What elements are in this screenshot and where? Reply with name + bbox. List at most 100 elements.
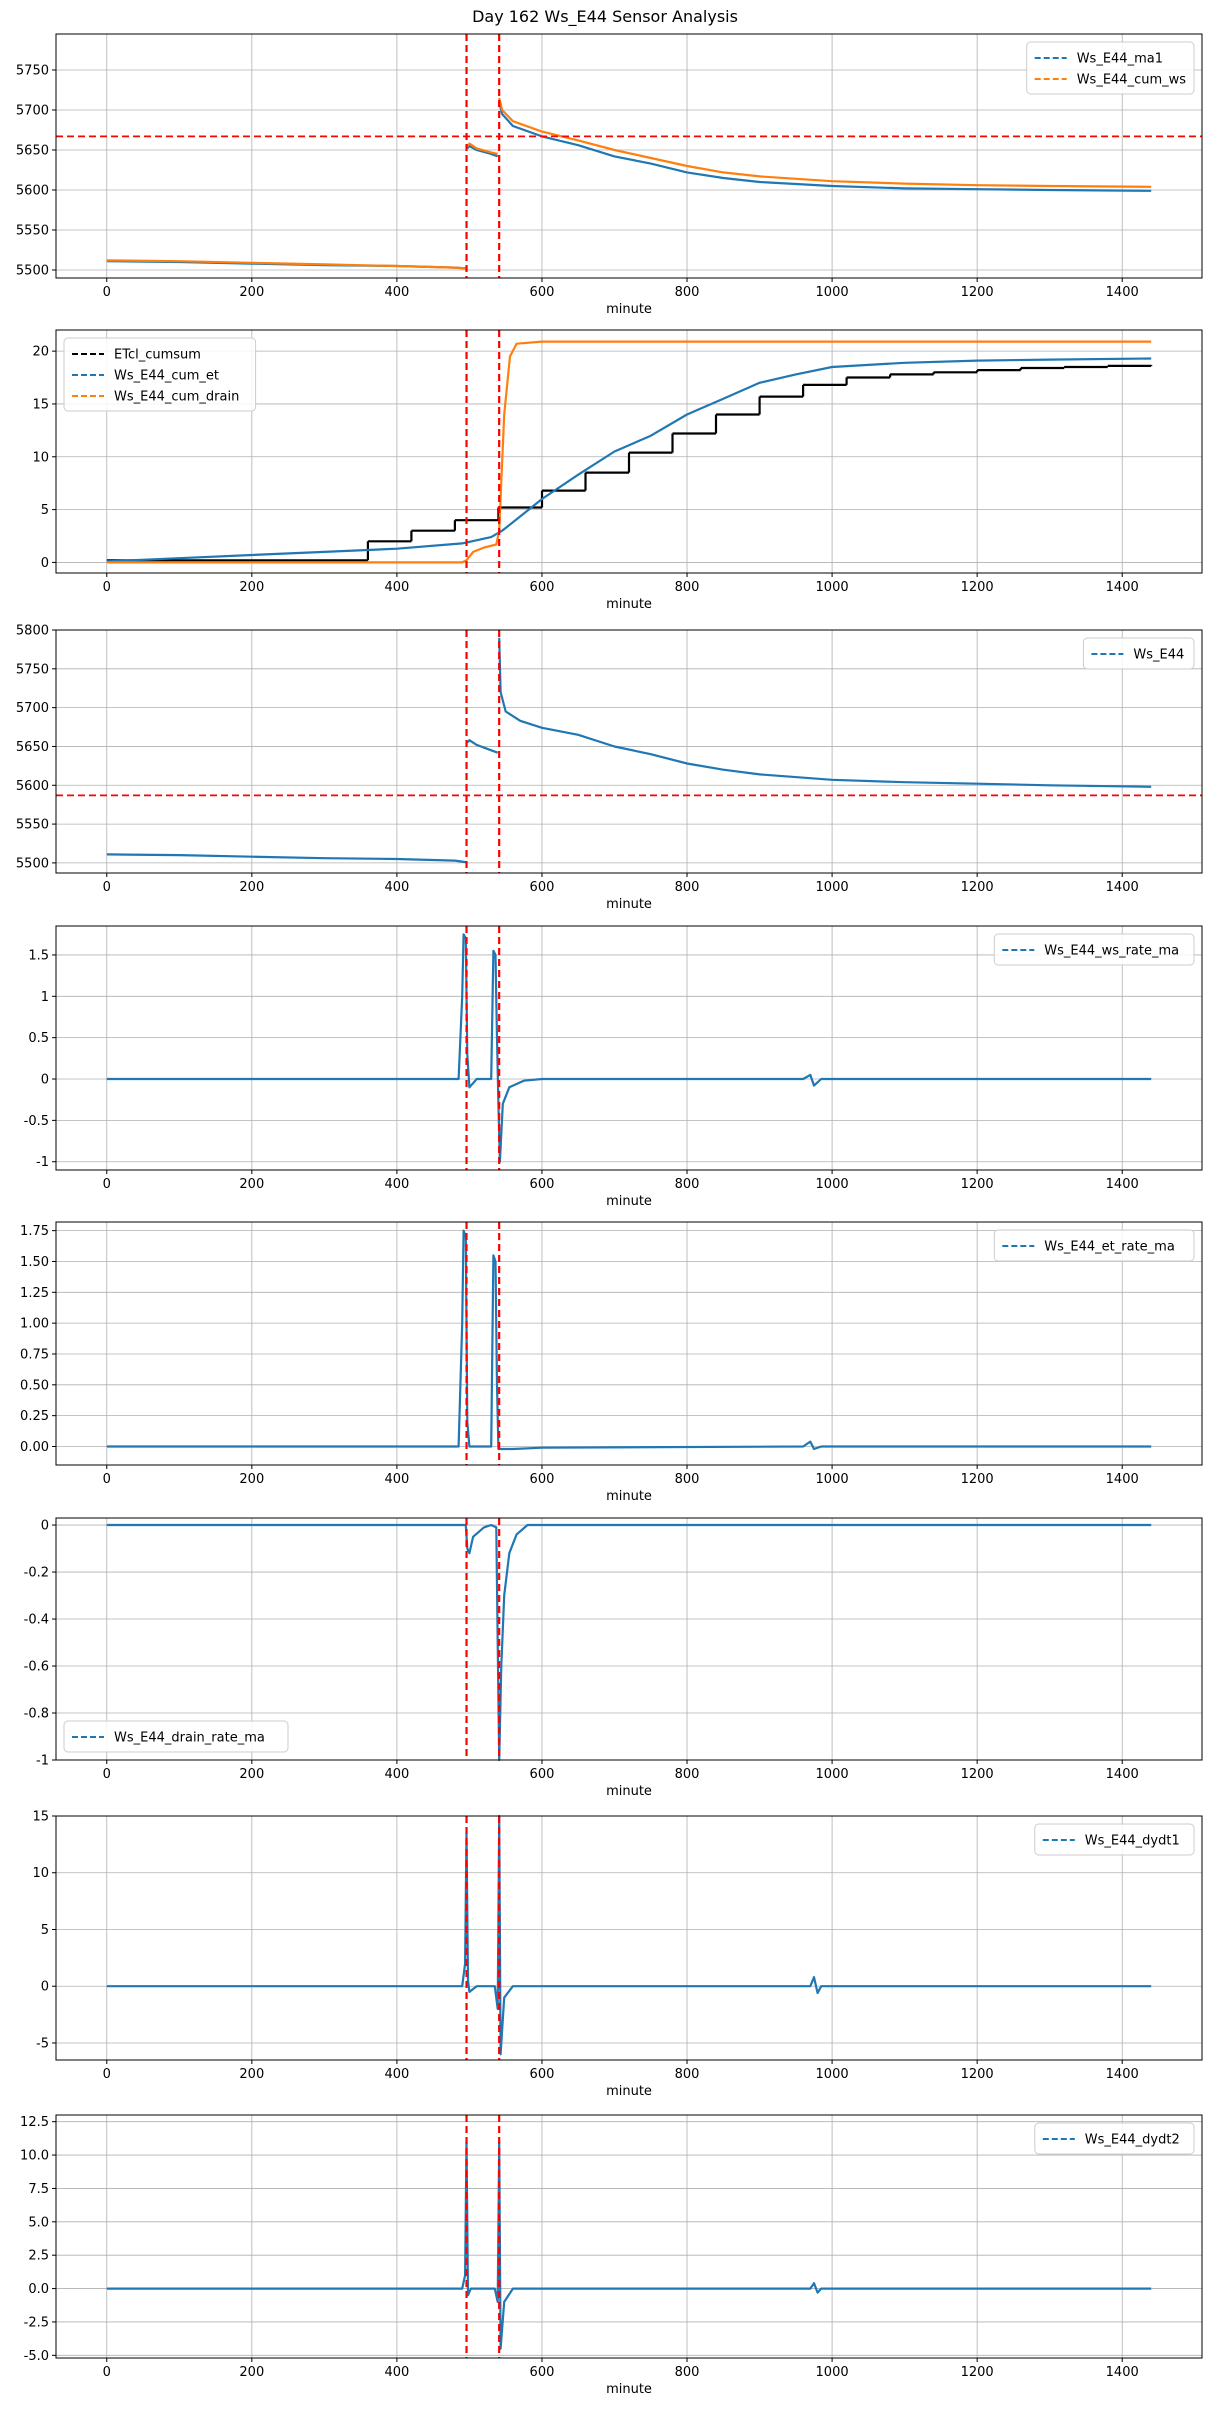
y-tick-label: 5 bbox=[41, 1923, 49, 1938]
x-tick-label: 200 bbox=[239, 1177, 264, 1192]
x-tick-label: 1200 bbox=[961, 1472, 994, 1487]
series-line bbox=[106, 340, 1152, 564]
x-tick-label: 1400 bbox=[1106, 285, 1139, 300]
legend-box bbox=[1026, 41, 1195, 95]
x-tick-label: 1400 bbox=[1106, 2067, 1139, 2082]
series-line bbox=[466, 144, 499, 158]
x-axis-label: minute bbox=[606, 1784, 652, 1799]
subplot-1: 0 200 400 600 800 1000 1200 1400 5500 5550 5600 565… bbox=[16, 33, 1203, 317]
x-tick-label: 400 bbox=[384, 1177, 409, 1192]
series-line bbox=[106, 357, 1152, 563]
x-tick-label: 0 bbox=[103, 2365, 111, 2380]
y-tick-label: 5700 bbox=[16, 104, 49, 119]
series-line bbox=[106, 2140, 1152, 2350]
x-tick-label: 1200 bbox=[961, 580, 994, 595]
x-tick-label: 400 bbox=[384, 580, 409, 595]
x-tick-label: 400 bbox=[384, 1472, 409, 1487]
y-tick-label: 5500 bbox=[16, 264, 49, 279]
legend-box bbox=[63, 1720, 289, 1753]
x-tick-label: 200 bbox=[239, 1767, 264, 1782]
x-tick-label: 0 bbox=[103, 580, 111, 595]
series-line bbox=[106, 1814, 1152, 2056]
x-tick-label: 200 bbox=[239, 285, 264, 300]
x-tick-label: 1400 bbox=[1106, 1472, 1139, 1487]
x-tick-label: 400 bbox=[384, 2067, 409, 2082]
series-line bbox=[498, 101, 1152, 192]
y-tick-label: 5700 bbox=[16, 701, 49, 716]
legend-label: Ws_E44_ma1 bbox=[1077, 52, 1163, 67]
x-tick-label: 600 bbox=[530, 1177, 555, 1192]
y-tick-label: -0.6 bbox=[24, 1660, 49, 1675]
y-tick-label: -0.5 bbox=[24, 1114, 49, 1129]
legend: ETcl_cumsum Ws_E44_cum_et Ws_E44_cum_drain bbox=[63, 337, 257, 412]
x-tick-label: 800 bbox=[675, 1177, 700, 1192]
legend-box bbox=[1034, 1823, 1195, 1856]
series-line bbox=[498, 97, 1152, 188]
x-axis-label: minute bbox=[606, 302, 652, 317]
y-tick-label: 5 bbox=[41, 503, 49, 518]
x-tick-label: 1000 bbox=[816, 2365, 849, 2380]
y-tick-label: -0.2 bbox=[24, 1566, 49, 1581]
x-tick-label: 800 bbox=[675, 2365, 700, 2380]
x-tick-label: 1200 bbox=[961, 1177, 994, 1192]
legend: Ws_E44 bbox=[1082, 637, 1195, 670]
x-tick-label: 200 bbox=[239, 2067, 264, 2082]
x-axis-label: minute bbox=[606, 2382, 652, 2397]
y-tick-label: -1 bbox=[36, 1754, 49, 1769]
y-tick-label: 0.50 bbox=[20, 1378, 49, 1393]
axes-frame bbox=[55, 925, 1203, 1171]
legend-box bbox=[993, 1229, 1195, 1262]
legend: Ws_E44_ma1 Ws_E44_cum_ws bbox=[1026, 41, 1195, 95]
y-tick-label: -2.5 bbox=[24, 2315, 49, 2330]
x-tick-label: 1200 bbox=[961, 285, 994, 300]
x-tick-label: 600 bbox=[530, 2067, 555, 2082]
y-tick-label: 0.5 bbox=[28, 1031, 49, 1046]
x-tick-label: 1000 bbox=[816, 580, 849, 595]
x-tick-label: 200 bbox=[239, 2365, 264, 2380]
y-tick-label: 5600 bbox=[16, 779, 49, 794]
legend-label: Ws_E44_dydt1 bbox=[1085, 1834, 1180, 1849]
series-line bbox=[106, 259, 466, 270]
y-tick-label: 15 bbox=[32, 397, 49, 412]
y-tick-label: 5.0 bbox=[28, 2215, 49, 2230]
x-tick-label: 800 bbox=[675, 2067, 700, 2082]
x-tick-label: 600 bbox=[530, 285, 555, 300]
y-tick-label: 0 bbox=[41, 556, 49, 571]
y-tick-label: 1 bbox=[41, 990, 49, 1005]
axes-frame bbox=[55, 329, 1203, 574]
legend-label: Ws_E44_cum_et bbox=[114, 369, 219, 384]
y-tick-label: 1.5 bbox=[28, 948, 49, 963]
legend-box bbox=[1082, 637, 1195, 670]
x-tick-label: 1200 bbox=[961, 1767, 994, 1782]
x-tick-label: 0 bbox=[103, 1472, 111, 1487]
x-tick-label: 800 bbox=[675, 880, 700, 895]
y-tick-label: 1.75 bbox=[20, 1224, 49, 1239]
x-tick-label: 1200 bbox=[961, 2067, 994, 2082]
x-tick-label: 800 bbox=[675, 1767, 700, 1782]
x-tick-label: 600 bbox=[530, 1472, 555, 1487]
legend-label: Ws_E44_cum_drain bbox=[114, 390, 239, 405]
x-tick-label: 400 bbox=[384, 285, 409, 300]
x-axis-label: minute bbox=[606, 897, 652, 912]
legend-box bbox=[1034, 2122, 1195, 2155]
x-tick-label: 400 bbox=[384, 880, 409, 895]
y-tick-label: 0 bbox=[41, 1073, 49, 1088]
x-tick-label: 0 bbox=[103, 880, 111, 895]
x-tick-label: 600 bbox=[530, 580, 555, 595]
x-tick-label: 400 bbox=[384, 2365, 409, 2380]
legend: Ws_E44_et_rate_ma bbox=[993, 1229, 1195, 1262]
subplot-6: 0 200 400 600 800 1000 1200 1400 -1 -0.8 -0.6 -0.4 -… bbox=[24, 1517, 1203, 1799]
series-line bbox=[106, 1523, 1152, 1762]
series-line bbox=[106, 853, 466, 864]
y-tick-label: 0.00 bbox=[20, 1440, 49, 1455]
y-tick-label: 20 bbox=[32, 345, 49, 360]
legend: Ws_E44_dydt2 bbox=[1034, 2122, 1195, 2155]
y-tick-label: 1.25 bbox=[20, 1286, 49, 1301]
y-tick-label: -5.0 bbox=[24, 2349, 49, 2364]
legend-label: ETcl_cumsum bbox=[114, 348, 201, 363]
x-tick-label: 800 bbox=[675, 285, 700, 300]
y-tick-label: 5650 bbox=[16, 740, 49, 755]
x-tick-label: 200 bbox=[239, 1472, 264, 1487]
legend: Ws_E44_drain_rate_ma bbox=[63, 1720, 289, 1753]
